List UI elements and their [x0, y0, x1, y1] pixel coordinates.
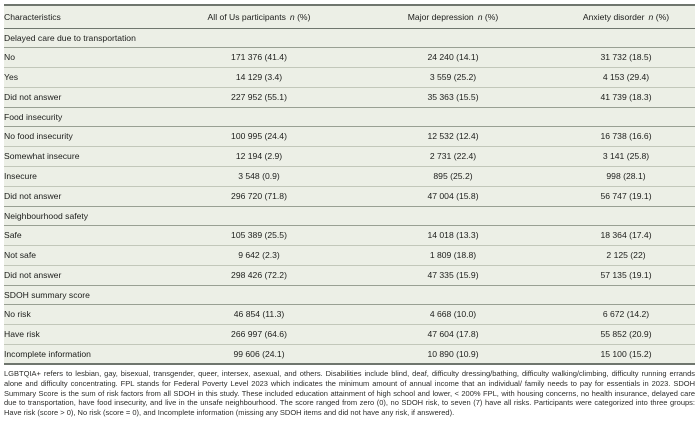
value-major-depression: 2 731 (22.4) [429, 151, 477, 161]
value-all-of-us-participants: 296 720 (71.8) [231, 191, 287, 201]
table-row: Did not answer 227 952 (55.1) 35 363 (15.5… [4, 87, 695, 107]
col-header-label: Major depression [407, 11, 474, 22]
value-major-depression: 47 004 (15.8) [427, 191, 479, 201]
table-row: Incomplete information 99 606 (24.1) 10 89… [4, 344, 695, 364]
value-all-of-us-participants: 9 642 (2.3) [238, 250, 280, 260]
table-row: Somewhat insecure 12 194 (2.9) 2 731 (22.4… [4, 146, 695, 166]
value-all-of-us-participants: 266 997 (64.6) [231, 329, 287, 339]
row-label: Did not answer [4, 92, 62, 102]
section-title: Food insecurity [4, 111, 63, 122]
value-anxiety-disorder: 41 739 (18.3) [600, 92, 652, 102]
section-header-row: Food insecurity [4, 107, 695, 126]
row-label: Somewhat insecure [4, 151, 80, 161]
table-row: No risk 46 854 (11.3) 4 668 (10.0) 6 672 (1… [4, 304, 695, 324]
value-anxiety-disorder: 6 672 (14.2) [602, 309, 650, 319]
value-all-of-us-participants: 99 606 (24.1) [233, 348, 285, 359]
table-row: No 171 376 (41.4) 24 240 (14.1) 31 732 (18.… [4, 47, 695, 67]
value-major-depression: 3 559 (25.2) [429, 72, 477, 82]
row-label: No food insecurity [4, 131, 73, 141]
value-all-of-us-participants: 171 376 (41.4) [231, 52, 287, 62]
sdoh-characteristics-table: Characteristics All of Us participants n … [4, 4, 695, 365]
value-anxiety-disorder: 18 364 (17.4) [600, 230, 652, 240]
col-header-label: Anxiety disorder [582, 11, 645, 22]
table-row: Safe 105 389 (25.5) 14 018 (13.3) 18 364 (1… [4, 225, 695, 245]
value-major-depression: 4 668 (10.0) [429, 309, 477, 319]
col-header-unit: n (%) [289, 11, 311, 22]
value-major-depression: 14 018 (13.3) [427, 230, 479, 240]
value-major-depression: 10 890 (10.9) [427, 348, 479, 359]
value-anxiety-disorder: 2 125 (22) [606, 250, 646, 260]
col-header-all-of-us-participants: All of Us participants n (%) [169, 5, 349, 28]
col-header-unit: n (%) [648, 11, 670, 22]
table-row: No food insecurity 100 995 (24.4) 12 532 (… [4, 126, 695, 146]
value-all-of-us-participants: 105 389 (25.5) [231, 230, 287, 240]
value-major-depression: 47 335 (15.9) [427, 270, 479, 280]
value-anxiety-disorder: 998 (28.1) [606, 171, 646, 181]
row-label: Safe [4, 230, 22, 240]
col-header-major-depression: Major depression n (%) [349, 5, 557, 28]
value-all-of-us-participants: 298 426 (72.2) [231, 270, 287, 280]
value-anxiety-disorder: 15 100 (15.2) [600, 348, 652, 359]
col-header-label: All of Us participants [207, 11, 286, 22]
col-header-anxiety-disorder: Anxiety disorder n (%) [557, 5, 695, 28]
value-major-depression: 24 240 (14.1) [427, 52, 479, 62]
value-anxiety-disorder: 57 135 (19.1) [600, 270, 652, 280]
value-all-of-us-participants: 100 995 (24.4) [231, 131, 287, 141]
value-anxiety-disorder: 55 852 (20.9) [600, 329, 652, 339]
header-row: Characteristics All of Us participants n … [4, 5, 695, 28]
value-anxiety-disorder: 3 141 (25.8) [602, 151, 650, 161]
value-major-depression: 1 809 (18.8) [429, 250, 477, 260]
row-label: Yes [4, 72, 19, 82]
table-header: Characteristics All of Us participants n … [4, 5, 695, 28]
section-title: Neighbourhood safety [4, 210, 89, 221]
table-footnote: LGBTQIA+ refers to lesbian, gay, bisexua… [4, 369, 695, 417]
value-anxiety-disorder: 56 747 (19.1) [600, 191, 652, 201]
row-label: Insecure [4, 171, 37, 181]
value-major-depression: 895 (25.2) [433, 171, 473, 181]
value-all-of-us-participants: 46 854 (11.3) [233, 309, 285, 319]
col-header-label: Characteristics [4, 11, 61, 22]
value-all-of-us-participants: 12 194 (2.9) [235, 151, 283, 161]
section-title: SDOH summary score [4, 289, 90, 300]
row-label: No [4, 52, 15, 62]
row-label: Did not answer [4, 270, 62, 280]
section-header-row: Neighbourhood safety [4, 206, 695, 225]
col-header-characteristics: Characteristics [4, 5, 169, 28]
table-row: Did not answer 296 720 (71.8) 47 004 (15.8… [4, 186, 695, 206]
row-label: Incomplete information [4, 348, 91, 359]
table-row: Insecure 3 548 (0.9) 895 (25.2) 998 (28.1) [4, 166, 695, 186]
value-all-of-us-participants: 14 129 (3.4) [235, 72, 283, 82]
value-major-depression: 47 604 (17.8) [427, 329, 479, 339]
table-row: Not safe 9 642 (2.3) 1 809 (18.8) 2 125 (22… [4, 245, 695, 265]
table-row: Did not answer 298 426 (72.2) 47 335 (15.9… [4, 265, 695, 285]
table-row: Have risk 266 997 (64.6) 47 604 (17.8) 55 8… [4, 324, 695, 344]
value-major-depression: 12 532 (12.4) [427, 131, 479, 141]
col-header-unit: n (%) [477, 11, 499, 22]
value-all-of-us-participants: 227 952 (55.1) [231, 92, 287, 102]
row-label: Have risk [4, 329, 40, 339]
row-label: Not safe [4, 250, 37, 260]
row-label: Did not answer [4, 191, 62, 201]
page: Characteristics All of Us participants n … [0, 4, 699, 442]
row-label: No risk [4, 309, 31, 319]
table-row: Yes 14 129 (3.4) 3 559 (25.2) 4 153 (29.4) [4, 67, 695, 87]
value-anxiety-disorder: 4 153 (29.4) [602, 72, 650, 82]
value-major-depression: 35 363 (15.5) [427, 92, 479, 102]
section-title: Delayed care due to transportation [4, 32, 136, 43]
value-anxiety-disorder: 31 732 (18.5) [600, 52, 652, 62]
section-header-row: SDOH summary score [4, 285, 695, 304]
section-header-row: Delayed care due to transportation [4, 28, 695, 47]
table-body: Delayed care due to transportation No 171 … [4, 28, 695, 364]
value-all-of-us-participants: 3 548 (0.9) [238, 171, 280, 181]
value-anxiety-disorder: 16 738 (16.6) [600, 131, 652, 141]
